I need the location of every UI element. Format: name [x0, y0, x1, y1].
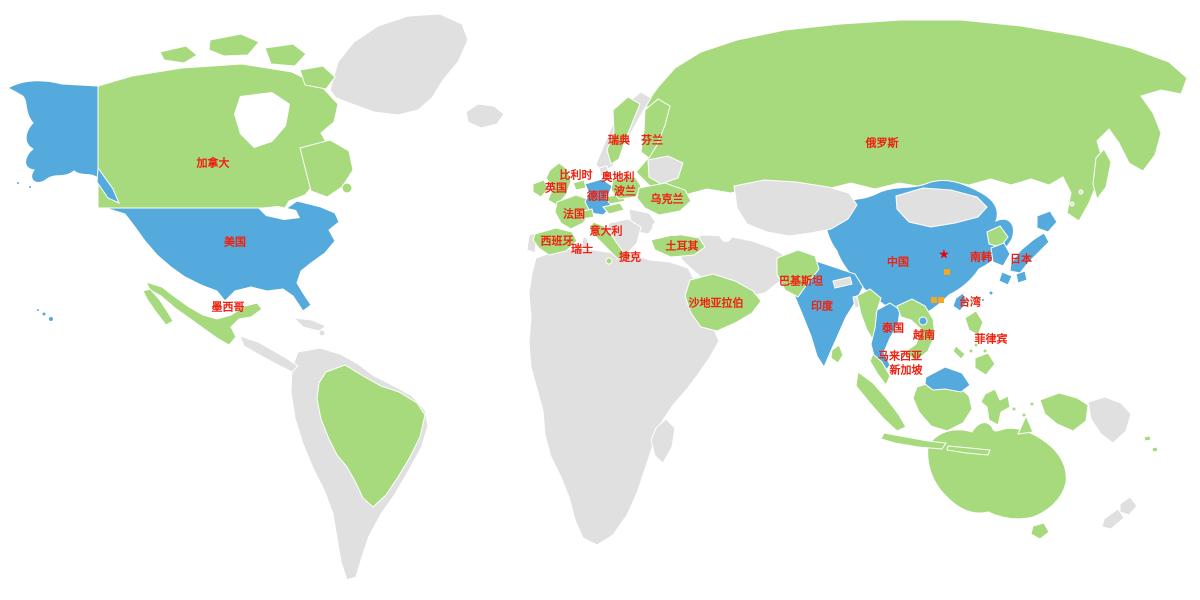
layer-highlight-countries	[6, 80, 1159, 540]
region-canada-arctic[interactable]	[299, 65, 336, 90]
region-kuril[interactable]	[1069, 201, 1075, 207]
region-pacific-island[interactable]	[1143, 435, 1152, 442]
region-indochina[interactable]	[896, 298, 936, 362]
region-hawaii[interactable]	[41, 311, 47, 317]
region-usa[interactable]	[97, 200, 340, 312]
region-africa[interactable]	[528, 247, 720, 546]
region-mindanao[interactable]	[974, 352, 996, 376]
region-australia[interactable]	[927, 422, 1067, 520]
region-japan[interactable]	[998, 271, 1013, 286]
region-sakhalin[interactable]	[1092, 148, 1112, 201]
region-sicily[interactable]	[605, 257, 613, 265]
region-india[interactable]	[790, 260, 864, 369]
region-japan[interactable]	[1015, 270, 1028, 284]
region-maluku[interactable]	[1029, 401, 1035, 407]
region-alaska[interactable]	[6, 80, 99, 183]
region-alaska-panhandle[interactable]	[96, 166, 120, 204]
region-south-korea[interactable]	[990, 242, 1011, 267]
region-papua-new-guinea[interactable]	[1087, 396, 1132, 444]
region-pacific-island[interactable]	[1151, 446, 1159, 453]
region-okinawa[interactable]	[988, 290, 994, 296]
region-lesser-sunda[interactable]	[946, 445, 991, 456]
region-mongolia[interactable]	[895, 187, 988, 228]
region-tasmania[interactable]	[1030, 522, 1050, 540]
region-france[interactable]	[554, 194, 593, 230]
region-sweden[interactable]	[606, 96, 641, 165]
region-saudi-arabia[interactable]	[684, 273, 762, 332]
region-switzerland[interactable]	[578, 208, 595, 220]
region-palawan[interactable]	[952, 345, 966, 360]
region-brazil[interactable]	[316, 364, 426, 508]
region-poland[interactable]	[610, 176, 642, 200]
layer-water	[234, 92, 735, 242]
region-cuba[interactable]	[292, 317, 328, 332]
region-central-america[interactable]	[239, 335, 299, 373]
region-sulawesi[interactable]	[980, 388, 1011, 426]
region-aleutians[interactable]	[28, 185, 32, 189]
region-canada[interactable]	[97, 63, 339, 209]
region-baltics[interactable]	[647, 155, 684, 185]
region-hawaii[interactable]	[36, 308, 40, 312]
region-hainan[interactable]	[918, 316, 928, 326]
region-aleutians[interactable]	[16, 181, 20, 185]
region-austria[interactable]	[602, 202, 625, 215]
region-iceland[interactable]	[465, 103, 505, 129]
region-malaysia-east[interactable]	[924, 366, 971, 393]
region-sumatra[interactable]	[855, 371, 907, 432]
region-java[interactable]	[880, 432, 947, 450]
caspian-sea	[717, 208, 735, 242]
region-maluku[interactable]	[1011, 406, 1017, 412]
region-new-zealand[interactable]	[1101, 508, 1125, 530]
region-visayas[interactable]	[968, 348, 974, 354]
region-pakistan[interactable]	[776, 249, 820, 298]
region-ukraine[interactable]	[636, 182, 692, 216]
region-hispaniola[interactable]	[318, 329, 326, 337]
region-luzon[interactable]	[964, 310, 984, 336]
great-lakes	[258, 206, 300, 220]
region-maluku[interactable]	[1021, 412, 1027, 418]
region-japan[interactable]	[1036, 210, 1058, 233]
region-cape-york[interactable]	[1017, 414, 1034, 435]
region-spain[interactable]	[532, 227, 578, 256]
region-canada-labrador[interactable]	[299, 139, 354, 198]
region-japan[interactable]	[1009, 232, 1050, 274]
region-denmark[interactable]	[598, 165, 610, 177]
region-taiwan[interactable]	[952, 292, 968, 312]
region-canada-arctic[interactable]	[264, 43, 307, 67]
region-okinawa[interactable]	[981, 298, 985, 302]
region-belgium[interactable]	[572, 179, 587, 191]
region-visayas[interactable]	[973, 342, 979, 348]
region-mexico[interactable]	[145, 281, 263, 346]
region-sardinia[interactable]	[581, 236, 589, 250]
region-ireland[interactable]	[532, 179, 549, 198]
region-baja[interactable]	[142, 288, 174, 326]
region-finland[interactable]	[640, 98, 671, 159]
region-nepal[interactable]	[832, 276, 853, 289]
region-kazakhstan[interactable]	[733, 179, 858, 237]
region-visayas[interactable]	[982, 348, 988, 354]
region-italy[interactable]	[589, 221, 628, 260]
region-new-zealand[interactable]	[1119, 496, 1138, 516]
region-north-korea[interactable]	[986, 225, 1009, 248]
region-madagascar[interactable]	[650, 418, 676, 464]
hudson-bay	[234, 92, 290, 148]
black-sea	[652, 218, 692, 236]
region-hawaii[interactable]	[48, 316, 54, 322]
region-canada-arctic[interactable]	[208, 33, 260, 57]
region-newfoundland[interactable]	[341, 182, 353, 194]
region-west-papua[interactable]	[1039, 392, 1089, 432]
region-sri-lanka[interactable]	[830, 344, 844, 364]
region-kuril[interactable]	[1078, 189, 1084, 195]
region-malaysia-peninsula[interactable]	[869, 353, 891, 386]
region-canada-arctic[interactable]	[159, 45, 198, 64]
region-greenland[interactable]	[329, 13, 469, 116]
